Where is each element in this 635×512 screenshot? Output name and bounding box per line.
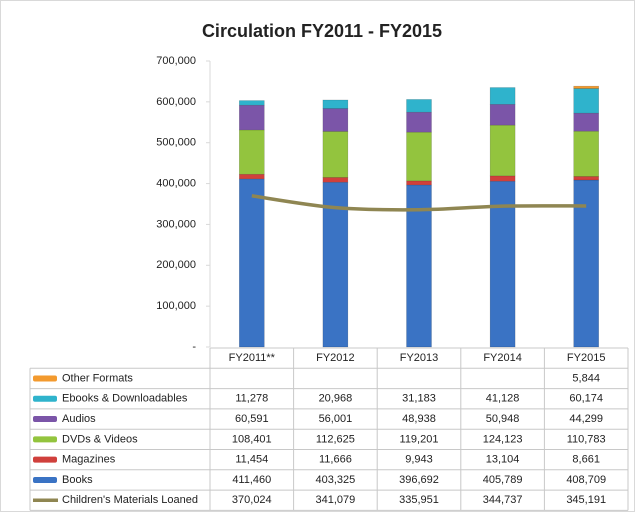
table-cell: 60,174 [569,393,603,405]
table-cell: 344,737 [483,494,523,506]
table-cell: 345,191 [566,494,606,506]
bar-segment [489,104,516,126]
bar-segment [406,131,432,182]
bar-segment [489,175,516,182]
legend-label: Children's Materials Loaned [62,494,198,506]
table-cell: 8,661 [572,454,600,466]
y-tick-label: 500,000 [156,137,196,149]
table-cell: 396,692 [399,474,439,486]
table-cell: 13,104 [486,454,520,466]
table-cell: 110,783 [567,433,606,445]
bar-segment [322,108,349,132]
legend-label: Audios [62,413,96,425]
bar-segment [406,180,432,186]
y-tick-label: 600,000 [156,96,196,108]
x-tick-label: FY2011** [229,352,276,364]
bar-segment [239,100,265,106]
table-cell: 124,123 [483,433,523,445]
bar-segment [489,124,516,177]
legend-key [33,395,57,402]
bar-segment [489,87,516,105]
table-cell: 20,968 [319,393,353,405]
table-cell: 112,625 [316,433,355,445]
table-cell: 5,844 [572,372,600,384]
table-cell: 50,948 [486,413,520,425]
bar-segment [322,131,349,178]
table-cell: 411,460 [232,474,271,486]
table-cell: 11,278 [235,393,268,405]
table-cell: 44,299 [569,413,603,425]
bar-segment [239,173,265,180]
legend-label: DVDs & Videos [62,433,138,445]
legend-label: Books [62,474,93,486]
legend-key [33,476,57,483]
chart-title: Circulation FY2011 - FY2015 [202,21,442,41]
bar-segment [573,179,599,348]
legend-key [33,375,57,382]
x-tick-label: FY2013 [400,352,439,364]
table-cell: 60,591 [235,413,269,425]
legend-key [33,416,57,423]
bar-segment [239,104,265,131]
bar-segment [573,88,599,114]
legend-key [33,456,57,463]
legend-label: Ebooks & Downloadables [62,393,188,405]
y-tick-label: 200,000 [156,259,196,271]
y-tick-label: 700,000 [156,55,196,67]
table-cell: 403,325 [316,474,356,486]
bar-segment [322,99,349,109]
x-tick-label: FY2014 [483,352,522,364]
table-cell: 9,943 [405,454,433,466]
table-cell: 41,128 [486,393,520,405]
bar-segment [573,85,599,89]
table-cell: 341,079 [316,494,356,506]
legend-key [33,436,57,443]
table-cell: 335,951 [399,494,439,506]
line-series [251,194,587,212]
bar-segment [573,112,599,132]
table-cell: 48,938 [402,413,436,425]
bar-segment [239,129,265,175]
legend-label: Magazines [62,454,116,466]
bar-segment [406,99,432,113]
table-cell: 31,183 [402,393,436,405]
bar-segment [573,176,599,181]
bar-segment [489,180,516,348]
table-cell: 119,201 [400,433,439,445]
table-cell: 56,001 [319,413,353,425]
y-tick-label: 100,000 [156,300,196,312]
table-cell: 405,789 [483,474,523,486]
bar-segment [406,184,432,348]
x-tick-label: FY2015 [567,352,606,364]
table-cell: 108,401 [232,433,272,445]
y-tick-label: 400,000 [156,177,196,189]
y-tick-label: 300,000 [156,218,196,230]
table-cell: 408,709 [566,474,606,486]
table-cell: 370,024 [232,494,272,506]
table-cell: 11,666 [319,454,352,466]
table-cell: 11,454 [235,454,268,466]
bar-segment [239,178,265,348]
y-tick-label: - [192,341,196,353]
bar-segment [322,177,349,183]
x-tick-label: FY2012 [316,352,355,364]
legend-label: Other Formats [62,372,133,384]
bar-segment [573,130,599,177]
bar-segment [406,111,432,133]
